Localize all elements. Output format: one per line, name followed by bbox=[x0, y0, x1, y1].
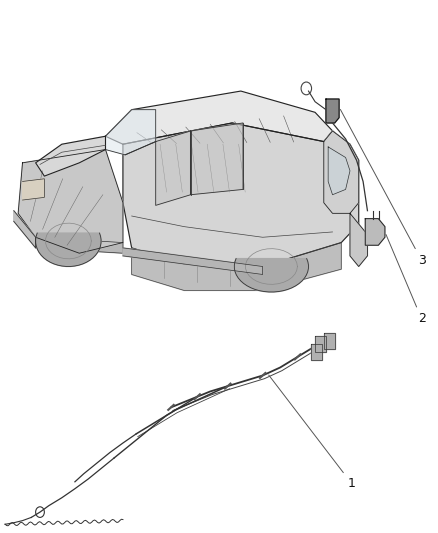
Polygon shape bbox=[191, 123, 243, 195]
Polygon shape bbox=[326, 99, 339, 123]
Text: 1: 1 bbox=[269, 375, 356, 490]
Polygon shape bbox=[14, 211, 35, 248]
Text: 3: 3 bbox=[340, 109, 426, 267]
Polygon shape bbox=[155, 131, 191, 205]
Polygon shape bbox=[123, 248, 263, 274]
Polygon shape bbox=[324, 333, 335, 349]
Text: 2: 2 bbox=[386, 235, 426, 325]
Polygon shape bbox=[328, 147, 350, 195]
Polygon shape bbox=[35, 233, 101, 266]
Polygon shape bbox=[315, 336, 326, 352]
Polygon shape bbox=[22, 179, 44, 200]
Polygon shape bbox=[311, 344, 321, 360]
Polygon shape bbox=[106, 91, 332, 144]
Polygon shape bbox=[132, 243, 341, 290]
Polygon shape bbox=[106, 110, 155, 155]
Polygon shape bbox=[234, 259, 308, 292]
Polygon shape bbox=[350, 213, 367, 266]
Polygon shape bbox=[365, 219, 385, 245]
Polygon shape bbox=[324, 131, 359, 213]
Polygon shape bbox=[18, 150, 123, 253]
Polygon shape bbox=[35, 237, 123, 253]
Polygon shape bbox=[35, 136, 106, 176]
Polygon shape bbox=[123, 123, 359, 266]
